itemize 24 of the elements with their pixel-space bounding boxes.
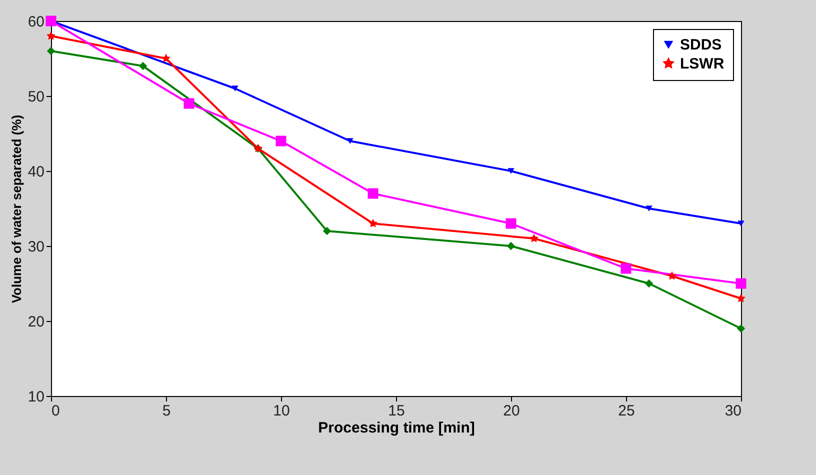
point: [736, 278, 746, 289]
x-tick-label: 5: [162, 402, 171, 420]
point: [184, 98, 194, 109]
y-tick-label: 40: [28, 164, 44, 180]
x-tick-label: 10: [273, 402, 290, 420]
y-axis-title: Volume of water separated (%): [8, 114, 24, 304]
point: [620, 263, 632, 274]
legend-label: SDDS: [680, 36, 722, 54]
point: [46, 16, 56, 26]
y-tick-label: 50: [28, 88, 44, 106]
x-axis-title: Processing time [min]: [318, 420, 475, 436]
x-tick-label: 0: [52, 402, 60, 420]
x-tick-label: 20: [503, 402, 520, 420]
x-tick-label: 25: [618, 402, 635, 420]
point: [368, 188, 378, 199]
x-tick-label: 15: [388, 402, 405, 420]
y-tick-label: 10: [28, 388, 44, 406]
y-tick-label: 60: [28, 14, 44, 30]
point: [276, 136, 286, 146]
point: [506, 218, 516, 229]
legend-label: LSWR: [680, 56, 724, 72]
y-tick-label: 20: [28, 314, 44, 330]
y-tick-label: 30: [28, 238, 44, 256]
x-tick-label: 30: [724, 402, 742, 420]
